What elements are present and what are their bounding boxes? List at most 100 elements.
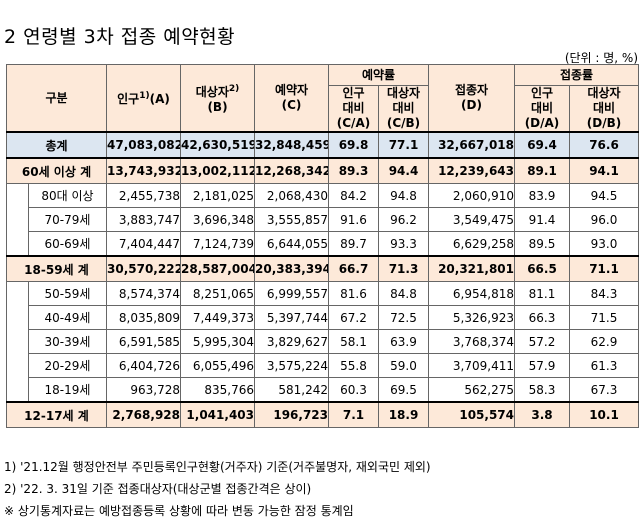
- cell-res-vs-target: 93.3: [378, 231, 429, 257]
- cell-res-vs-pop: 91.6: [328, 207, 379, 232]
- cell-vac-vs-pop: 66.5: [514, 255, 570, 282]
- cell-res-vs-target: 63.9: [378, 329, 429, 354]
- cell-vac-vs-target: 10.1: [569, 401, 639, 428]
- cell-res-vs-pop: 89.3: [328, 157, 379, 184]
- header-reserved: 예약자 (C): [254, 64, 329, 133]
- cell-vac-vs-pop: 66.3: [514, 305, 570, 330]
- cell-res-vs-pop: 81.6: [328, 281, 379, 306]
- cell-vaccinated: 20,321,801: [428, 255, 515, 282]
- cell-target: 1,041,403: [180, 401, 255, 428]
- cell-vac-vs-target: 93.0: [569, 231, 639, 257]
- cell-vac-vs-target: 61.3: [569, 353, 639, 378]
- cell-reserved: 12,268,342: [254, 157, 329, 184]
- header-target: 대상자2) (B): [180, 64, 255, 133]
- cell-vaccinated: 6,954,818: [428, 281, 515, 306]
- table-row: 40-49세 8,035,809 7,449,373 5,397,744 67.…: [7, 305, 639, 330]
- cell-reserved: 2,068,430: [254, 183, 329, 208]
- row-label: 18-19세: [28, 377, 107, 403]
- header-category: 구분: [6, 64, 107, 133]
- footnote-1: 1) '21.12월 행정안전부 주민등록인구현황(거주자) 기준(거주불명자,…: [4, 460, 431, 474]
- cell-population: 3,883,747: [106, 207, 181, 232]
- cell-reserved: 3,555,857: [254, 207, 329, 232]
- cell-population: 13,743,932: [106, 157, 181, 184]
- cell-vac-vs-pop: 3.8: [514, 401, 570, 428]
- cell-population: 47,083,082: [106, 131, 181, 159]
- cell-target: 7,449,373: [180, 305, 255, 330]
- cell-reserved: 3,575,224: [254, 353, 329, 378]
- cell-target: 3,696,348: [180, 207, 255, 232]
- row-label: 60-69세: [28, 231, 107, 257]
- cell-vac-vs-target: 94.5: [569, 183, 639, 208]
- cell-res-vs-pop: 58.1: [328, 329, 379, 354]
- table-row: 총계 47,083,082 42,630,519 32,848,459 69.8…: [6, 131, 639, 159]
- cell-target: 8,251,065: [180, 281, 255, 306]
- cell-vaccinated: 2,060,910: [428, 183, 515, 208]
- cell-res-vs-pop: 89.7: [328, 231, 379, 257]
- table-row: 12-17세 계 2,768,928 1,041,403 196,723 7.1…: [6, 401, 639, 428]
- row-label: 18-59세 계: [6, 255, 107, 282]
- table-row: 70-79세 3,883,747 3,696,348 3,555,857 91.…: [7, 207, 639, 232]
- cell-vaccinated: 3,709,411: [428, 353, 515, 378]
- header-res-vs-pop: 인구 대비 (C/A): [328, 85, 379, 133]
- cell-vac-vs-target: 62.9: [569, 329, 639, 354]
- cell-res-vs-target: 94.4: [378, 157, 429, 184]
- cell-vac-vs-target: 71.1: [569, 255, 639, 282]
- cell-reserved: 3,829,627: [254, 329, 329, 354]
- cell-res-vs-pop: 84.2: [328, 183, 379, 208]
- cell-population: 8,574,374: [106, 281, 181, 306]
- header-vac-vs-pop: 인구 대비 (D/A): [514, 85, 570, 133]
- cell-res-vs-pop: 69.8: [328, 131, 379, 159]
- table-row: 60세 이상 계 13,743,932 13,002,112 12,268,34…: [6, 157, 639, 184]
- cell-res-vs-target: 71.3: [378, 255, 429, 282]
- cell-population: 30,570,222: [106, 255, 181, 282]
- cell-vac-vs-target: 67.3: [569, 377, 639, 403]
- row-label: 50-59세: [28, 281, 107, 306]
- cell-vac-vs-pop: 91.4: [514, 207, 570, 232]
- table-row: 30-39세 6,591,585 5,995,304 3,829,627 58.…: [7, 329, 639, 354]
- cell-vaccinated: 32,667,018: [428, 131, 515, 159]
- header-res-vs-target: 대상자 대비 (C/B): [378, 85, 429, 133]
- cell-target: 6,055,496: [180, 353, 255, 378]
- cell-reserved: 20,383,394: [254, 255, 329, 282]
- row-label: 30-39세: [28, 329, 107, 354]
- row-label: 70-79세: [28, 207, 107, 232]
- row-label: 80대 이상: [28, 183, 107, 208]
- cell-res-vs-target: 69.5: [378, 377, 429, 403]
- table-row: 60-69세 7,404,447 7,124,739 6,644,055 89.…: [7, 231, 639, 257]
- cell-res-vs-pop: 66.7: [328, 255, 379, 282]
- cell-res-vs-target: 84.8: [378, 281, 429, 306]
- row-label: 60세 이상 계: [6, 157, 107, 184]
- cell-target: 5,995,304: [180, 329, 255, 354]
- cell-population: 2,455,738: [106, 183, 181, 208]
- cell-target: 28,587,004: [180, 255, 255, 282]
- cell-target: 42,630,519: [180, 131, 255, 159]
- cell-res-vs-target: 94.8: [378, 183, 429, 208]
- cell-res-vs-target: 18.9: [378, 401, 429, 428]
- cell-target: 835,766: [180, 377, 255, 403]
- footnote-2: 2) '22. 3. 31일 기준 접종대상자(대상군별 접종간격은 상이): [4, 482, 312, 496]
- cell-vaccinated: 562,275: [428, 377, 515, 403]
- footnotes: 1) '21.12월 행정안전부 주민등록인구현황(거주자) 기준(거주불명자,…: [4, 456, 431, 522]
- cell-res-vs-pop: 67.2: [328, 305, 379, 330]
- cell-reserved: 32,848,459: [254, 131, 329, 159]
- cell-reserved: 6,644,055: [254, 231, 329, 257]
- cell-vac-vs-target: 94.1: [569, 157, 639, 184]
- header-reservation-rate: 예약률: [328, 64, 429, 86]
- cell-vaccinated: 12,239,643: [428, 157, 515, 184]
- header-population: 인구1)(A): [106, 64, 181, 133]
- table-row: 18-19세 963,728 835,766 581,242 60.3 69.5…: [7, 377, 639, 403]
- unit-label: (단위 : 명, %): [564, 51, 638, 65]
- cell-reserved: 5,397,744: [254, 305, 329, 330]
- cell-vac-vs-target: 76.6: [569, 131, 639, 159]
- cell-target: 7,124,739: [180, 231, 255, 257]
- cell-vac-vs-target: 84.3: [569, 281, 639, 306]
- cell-vac-vs-pop: 81.1: [514, 281, 570, 306]
- cell-vac-vs-target: 96.0: [569, 207, 639, 232]
- cell-reserved: 196,723: [254, 401, 329, 428]
- cell-target: 2,181,025: [180, 183, 255, 208]
- cell-reserved: 6,999,557: [254, 281, 329, 306]
- cell-vac-vs-target: 71.5: [569, 305, 639, 330]
- cell-vac-vs-pop: 58.3: [514, 377, 570, 403]
- cell-population: 963,728: [106, 377, 181, 403]
- header-vaccinated: 접종자 (D): [428, 64, 515, 133]
